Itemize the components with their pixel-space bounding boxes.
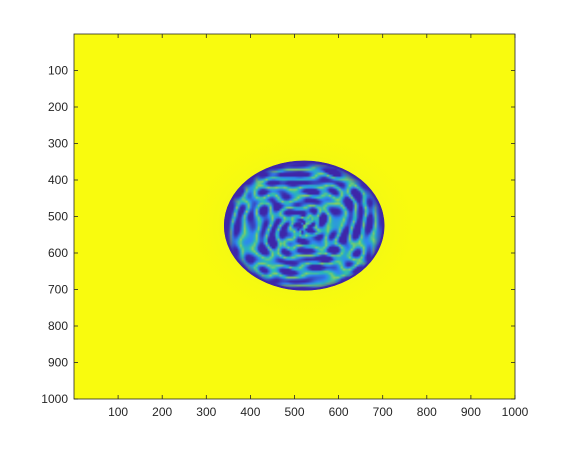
x-tick-label: 100 [108, 405, 128, 419]
x-tick-label: 800 [417, 405, 437, 419]
y-tick-label: 300 [48, 137, 68, 151]
plot-area [74, 34, 515, 399]
turing-pattern [223, 160, 385, 291]
x-tick-label: 700 [373, 405, 393, 419]
x-tick-label: 1000 [502, 405, 529, 419]
y-tick-label: 1000 [41, 392, 68, 406]
x-axis: 100 200 300 400 500 600 700 800 900 1000 [108, 34, 529, 419]
x-tick-label: 600 [329, 405, 349, 419]
y-axis: 100 200 300 400 500 600 700 800 900 1000 [41, 64, 515, 406]
x-tick-label: 200 [152, 405, 172, 419]
y-tick-label: 200 [48, 100, 68, 114]
pattern-border [223, 160, 385, 291]
y-tick-label: 600 [48, 246, 68, 260]
y-tick-label: 400 [48, 173, 68, 187]
x-tick-label: 400 [240, 405, 260, 419]
y-tick-label: 800 [48, 319, 68, 333]
y-tick-label: 700 [48, 283, 68, 297]
x-tick-label: 300 [196, 405, 216, 419]
y-tick-label: 500 [48, 210, 68, 224]
x-tick-label: 900 [461, 405, 481, 419]
x-tick-label: 500 [284, 405, 304, 419]
y-tick-label: 100 [48, 64, 68, 78]
y-tick-label: 900 [48, 356, 68, 370]
pattern-raster [223, 160, 385, 291]
